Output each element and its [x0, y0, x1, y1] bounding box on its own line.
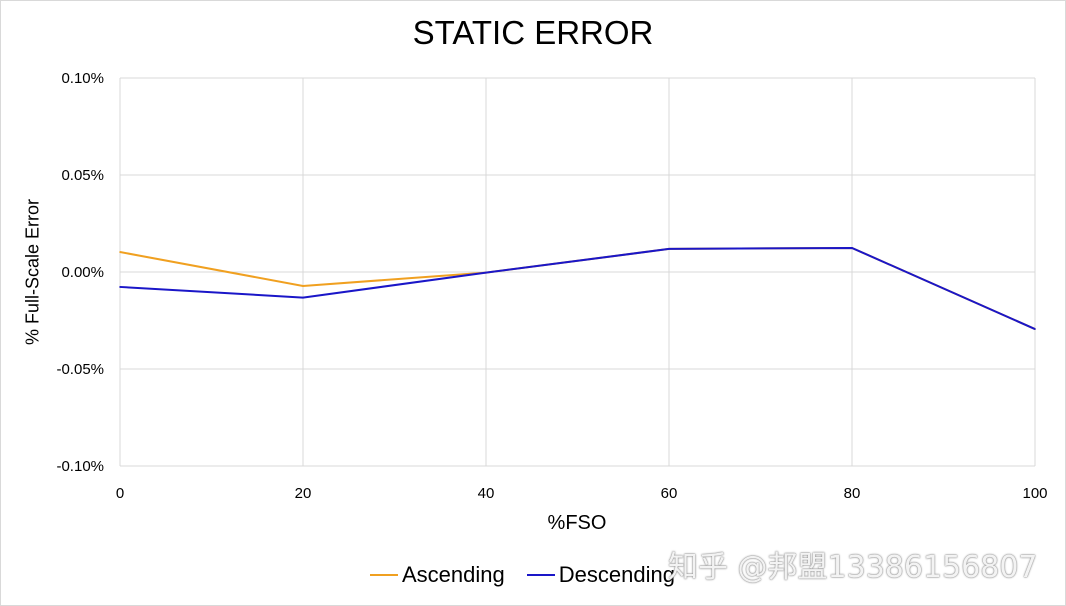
x-tick-label: 60 [661, 485, 678, 502]
x-tick-label: 0 [116, 485, 124, 502]
x-axis-label: %FSO [547, 512, 607, 534]
y-tick-label: 0.05% [61, 167, 104, 184]
legend-label: Descending [558, 562, 675, 587]
series-line-descending [119, 246, 1036, 330]
x-tick-label: 40 [478, 485, 495, 502]
watermark: 知乎 @邦盟13386156807 [668, 550, 1038, 585]
legend-item-descending: Descending [526, 562, 675, 588]
y-tick-label: 0.10% [61, 70, 104, 87]
data-point-descending [668, 248, 670, 250]
y-tick-label: -0.10% [56, 458, 104, 475]
data-point-descending [119, 286, 121, 288]
legend-swatch-ascending [370, 574, 398, 576]
legend-label: Ascending [402, 562, 505, 587]
data-point-ascending [119, 251, 121, 253]
legend-item-ascending: Ascending [370, 562, 505, 588]
data-point-descending [1034, 328, 1036, 330]
x-tick-label: 20 [295, 485, 312, 502]
chart-title: STATIC ERROR [412, 14, 654, 51]
data-point-ascending [302, 285, 304, 287]
y-tick-label: -0.05% [56, 361, 104, 378]
legend-swatch-descending [526, 574, 555, 576]
x-tick-label: 80 [844, 485, 861, 502]
data-point-descending [851, 247, 853, 249]
x-tick-label: 100 [1022, 485, 1047, 502]
legend: Ascending Descending [370, 562, 675, 588]
data-point-descending [302, 296, 304, 299]
y-tick-label: 0.00% [61, 264, 104, 281]
data-point-descending [485, 271, 487, 274]
